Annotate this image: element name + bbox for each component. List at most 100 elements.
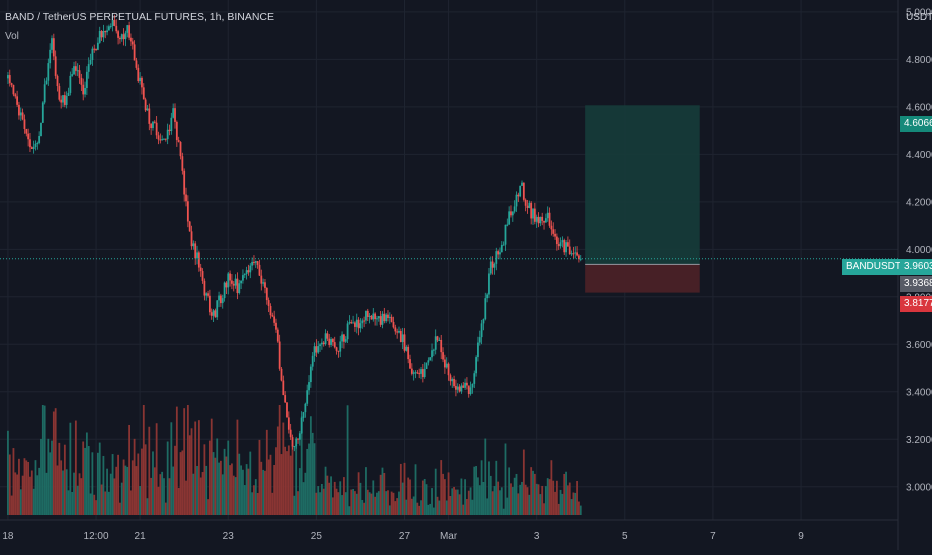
volume-bar [10, 495, 13, 515]
candle-body [409, 359, 411, 369]
volume-bar [84, 447, 86, 515]
volume-bar [161, 471, 164, 515]
candle-body [502, 244, 505, 246]
volume-bar [399, 463, 402, 515]
volume-bar [432, 507, 435, 515]
volume-bar [326, 475, 329, 515]
volume-bar [115, 466, 118, 515]
candle-body [262, 282, 265, 284]
volume-bar [442, 473, 444, 515]
volume-bar [500, 487, 503, 515]
candle-body [341, 334, 343, 342]
volume-bar [563, 473, 566, 515]
volume-bar [526, 487, 529, 515]
volume-bar [172, 466, 175, 515]
candle-body [196, 252, 198, 259]
profit-target-zone[interactable] [585, 105, 700, 265]
volume-bar [497, 481, 500, 515]
volume-indicator-label[interactable]: Vol [5, 31, 19, 42]
candle-body [229, 273, 231, 281]
volume-bar [387, 490, 389, 515]
candle-body [104, 30, 107, 33]
candle-body [370, 315, 373, 320]
volume-bar [69, 422, 72, 515]
volume-bar [429, 503, 432, 515]
volume-bar [418, 505, 421, 515]
candle-body [306, 390, 309, 404]
candle-body [557, 244, 560, 247]
volume-bar [265, 429, 268, 515]
candle-body [293, 446, 296, 448]
candle-body [117, 31, 119, 38]
volume-bar [331, 497, 334, 515]
candle-body [159, 139, 162, 141]
volume-bar [234, 477, 237, 515]
candle-body [300, 417, 303, 434]
volume-bar [535, 483, 538, 515]
candle-body [62, 95, 64, 103]
volume-bar [51, 440, 53, 515]
volume-bar [559, 489, 562, 515]
volume-bar [451, 488, 454, 515]
volume-bar [220, 460, 222, 515]
volume-bar [124, 465, 127, 515]
volume-bar [128, 424, 131, 515]
candle-body [317, 346, 320, 353]
candle-body [343, 334, 345, 342]
volume-bar [519, 484, 522, 515]
volume-bar [166, 441, 169, 515]
volume-bar [344, 492, 347, 515]
volume-bar [238, 453, 241, 515]
candle-body [221, 298, 224, 304]
candle-body [427, 360, 430, 363]
volume-bar [328, 482, 331, 515]
candle-body [302, 412, 305, 418]
volume-bar [73, 472, 75, 515]
volume-bar [12, 448, 15, 515]
volume-bar [555, 480, 558, 515]
candle-body [278, 341, 281, 369]
volume-bar [346, 405, 349, 515]
candle-body [423, 368, 426, 378]
volume-bar [93, 494, 96, 515]
volume-bar [456, 489, 459, 515]
candle-body [566, 242, 569, 247]
candle-body [309, 366, 312, 383]
candle-body [440, 339, 443, 353]
volume-bar [506, 497, 509, 515]
volume-bar [478, 485, 481, 515]
candle-body [451, 379, 454, 382]
candle-body [326, 333, 329, 339]
volume-bar [87, 446, 90, 515]
candle-body [354, 322, 356, 327]
volume-bar [297, 491, 299, 515]
volume-bar [471, 499, 474, 515]
candle-body [421, 369, 424, 378]
candle-body [328, 338, 331, 345]
candle-body [30, 147, 33, 149]
volume-bar [511, 487, 514, 515]
candle-body [38, 136, 41, 143]
volume-bar [552, 480, 555, 515]
volume-bar [243, 485, 246, 515]
volume-bar [130, 490, 132, 515]
volume-bar [453, 486, 455, 515]
volume-bar [352, 489, 354, 515]
stop-loss-zone[interactable] [585, 264, 700, 293]
volume-bar [521, 481, 523, 515]
volume-bar [388, 505, 391, 515]
candle-body [548, 212, 551, 226]
volume-bar [197, 420, 200, 515]
volume-bar [484, 438, 487, 515]
candle-body [245, 270, 248, 275]
volume-bar [475, 466, 477, 515]
volume-bar [405, 499, 408, 515]
volume-bar [315, 492, 318, 515]
volume-bar [374, 496, 377, 515]
candle-body [212, 310, 215, 316]
volume-bar [544, 486, 547, 515]
candle-body [348, 322, 351, 324]
volume-bar [63, 444, 66, 515]
